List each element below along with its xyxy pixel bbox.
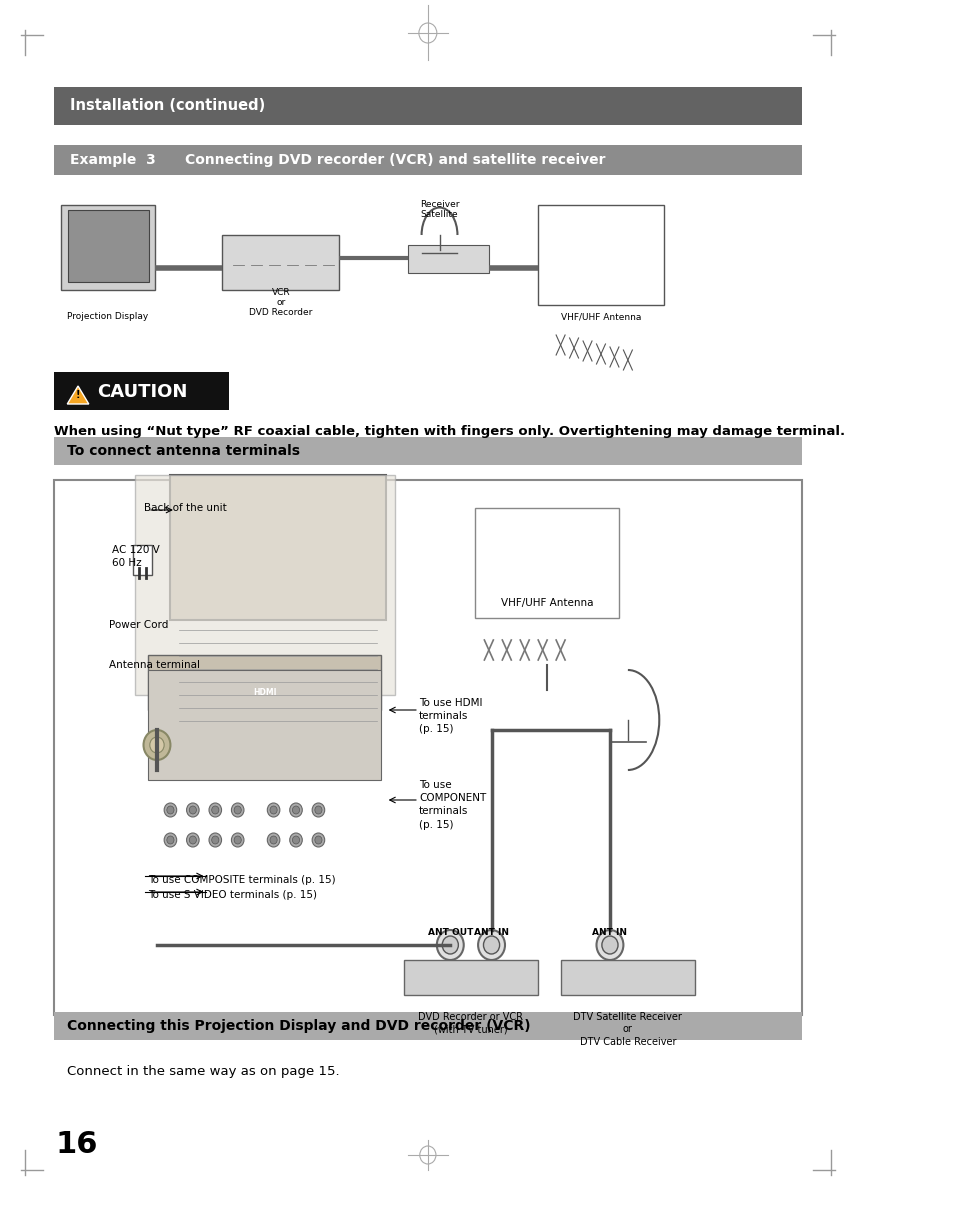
Bar (53, 372, 229, 410)
Circle shape (601, 936, 618, 954)
Text: To use S VIDEO terminals (p. 15): To use S VIDEO terminals (p. 15) (148, 890, 316, 900)
Circle shape (167, 836, 173, 844)
Text: When using “Nut type” RF coaxial cable, tighten with fingers only. Overtightenin: When using “Nut type” RF coaxial cable, … (53, 425, 844, 437)
Text: VCR: VCR (272, 288, 290, 296)
Bar (53, 437, 801, 465)
Circle shape (232, 803, 244, 817)
Circle shape (187, 833, 199, 847)
Polygon shape (68, 386, 89, 404)
Text: 60 Hz: 60 Hz (112, 558, 142, 568)
Circle shape (293, 836, 299, 844)
Bar (134, 475, 395, 695)
Text: Installation (continued): Installation (continued) (70, 99, 265, 113)
Text: Back of the unit: Back of the unit (143, 502, 226, 513)
Text: 16: 16 (55, 1130, 98, 1159)
Text: ANT OUT: ANT OUT (427, 928, 473, 937)
Circle shape (212, 806, 218, 815)
Circle shape (314, 806, 322, 815)
Circle shape (164, 803, 176, 817)
Text: Connect in the same way as on page 15.: Connect in the same way as on page 15. (68, 1065, 339, 1078)
Text: HDMI: HDMI (253, 688, 276, 696)
Circle shape (290, 833, 302, 847)
Circle shape (270, 806, 277, 815)
Bar (148, 670, 381, 780)
Circle shape (442, 936, 457, 954)
Text: VHF/UHF Antenna: VHF/UHF Antenna (500, 598, 593, 609)
Circle shape (232, 833, 244, 847)
Circle shape (483, 936, 499, 954)
Bar (222, 235, 338, 290)
Bar (68, 210, 149, 282)
Bar (148, 656, 381, 710)
Text: Satellite: Satellite (420, 210, 457, 219)
Text: ANT IN: ANT IN (474, 928, 509, 937)
Circle shape (312, 803, 324, 817)
Text: Example  3      Connecting DVD recorder (VCR) and satellite receiver: Example 3 Connecting DVD recorder (VCR) … (70, 153, 605, 167)
Text: Power Cord: Power Cord (110, 621, 169, 630)
Circle shape (189, 836, 196, 844)
Circle shape (212, 836, 218, 844)
Bar (560, 960, 695, 995)
Bar (53, 1012, 801, 1040)
Circle shape (143, 730, 171, 760)
Bar (53, 145, 801, 175)
Circle shape (267, 803, 279, 817)
Bar (171, 475, 385, 621)
Circle shape (596, 930, 622, 960)
Circle shape (187, 803, 199, 817)
Text: DVD Recorder or VCR
(with TV tuner): DVD Recorder or VCR (with TV tuner) (418, 1012, 523, 1034)
Text: To use COMPOSITE terminals (p. 15): To use COMPOSITE terminals (p. 15) (148, 875, 335, 884)
Circle shape (477, 930, 504, 960)
Text: ANT IN: ANT IN (592, 928, 627, 937)
Bar (475, 509, 618, 618)
Circle shape (150, 737, 164, 753)
Circle shape (312, 833, 324, 847)
Bar (53, 480, 801, 1015)
Circle shape (267, 833, 279, 847)
Bar (408, 245, 488, 274)
Text: To use HDMI
terminals
(p. 15): To use HDMI terminals (p. 15) (418, 698, 482, 734)
Bar (61, 205, 155, 290)
Text: CAUTION: CAUTION (97, 383, 187, 401)
Text: Projection Display: Projection Display (67, 312, 148, 321)
Circle shape (290, 803, 302, 817)
Circle shape (209, 803, 221, 817)
Bar (53, 87, 801, 125)
Bar (132, 545, 152, 575)
Circle shape (233, 806, 241, 815)
Text: DTV Satellite Receiver
or
DTV Cable Receiver: DTV Satellite Receiver or DTV Cable Rece… (573, 1012, 681, 1047)
Bar (537, 205, 663, 305)
Circle shape (209, 833, 221, 847)
Text: AC 120 V: AC 120 V (112, 545, 160, 556)
Circle shape (270, 836, 277, 844)
Circle shape (436, 930, 463, 960)
Text: DVD Recorder: DVD Recorder (249, 308, 313, 317)
Text: Antenna terminal: Antenna terminal (110, 660, 200, 670)
Text: To connect antenna terminals: To connect antenna terminals (68, 443, 300, 458)
Text: Connecting this Projection Display and DVD recorder (VCR): Connecting this Projection Display and D… (68, 1019, 530, 1033)
Circle shape (167, 806, 173, 815)
Bar (403, 960, 537, 995)
Text: !: ! (75, 390, 80, 400)
Circle shape (164, 833, 176, 847)
Text: Receiver: Receiver (419, 200, 458, 208)
Text: To use
COMPONENT
terminals
(p. 15): To use COMPONENT terminals (p. 15) (418, 780, 486, 829)
Circle shape (233, 836, 241, 844)
Text: or: or (275, 298, 285, 307)
Circle shape (293, 806, 299, 815)
Circle shape (189, 806, 196, 815)
Circle shape (314, 836, 322, 844)
Text: VHF/UHF Antenna: VHF/UHF Antenna (560, 312, 640, 321)
